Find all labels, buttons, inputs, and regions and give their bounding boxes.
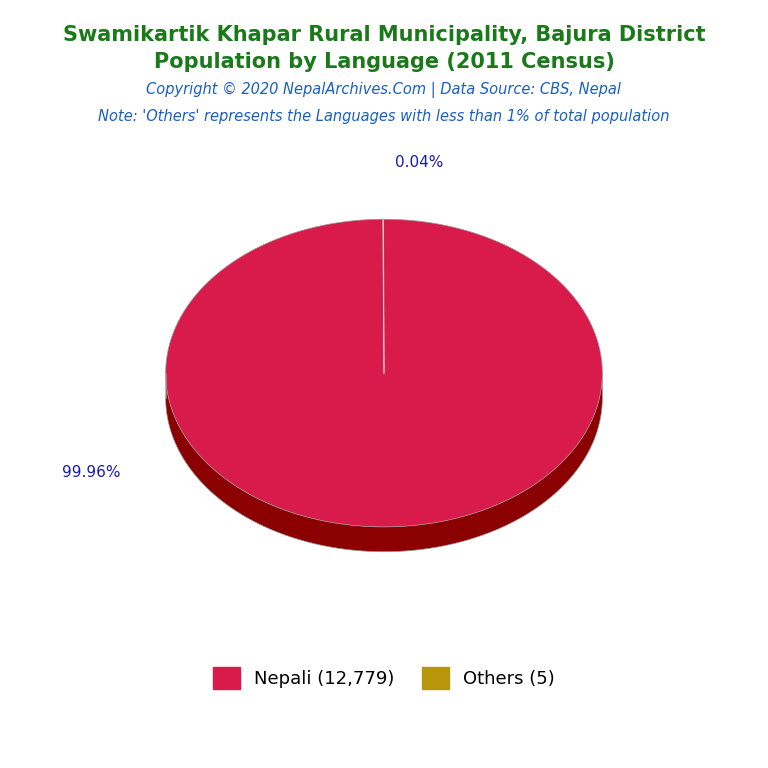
- Text: 0.04%: 0.04%: [396, 154, 444, 170]
- Legend: Nepali (12,779), Others (5): Nepali (12,779), Others (5): [204, 658, 564, 698]
- Text: Copyright © 2020 NepalArchives.Com | Data Source: CBS, Nepal: Copyright © 2020 NepalArchives.Com | Dat…: [147, 82, 621, 98]
- Text: Note: 'Others' represents the Languages with less than 1% of total population: Note: 'Others' represents the Languages …: [98, 109, 670, 124]
- Text: Population by Language (2011 Census): Population by Language (2011 Census): [154, 52, 614, 72]
- Text: 99.96%: 99.96%: [62, 465, 121, 480]
- Text: Swamikartik Khapar Rural Municipality, Bajura District: Swamikartik Khapar Rural Municipality, B…: [63, 25, 705, 45]
- Polygon shape: [166, 373, 602, 551]
- Polygon shape: [166, 219, 602, 527]
- Polygon shape: [383, 219, 384, 373]
